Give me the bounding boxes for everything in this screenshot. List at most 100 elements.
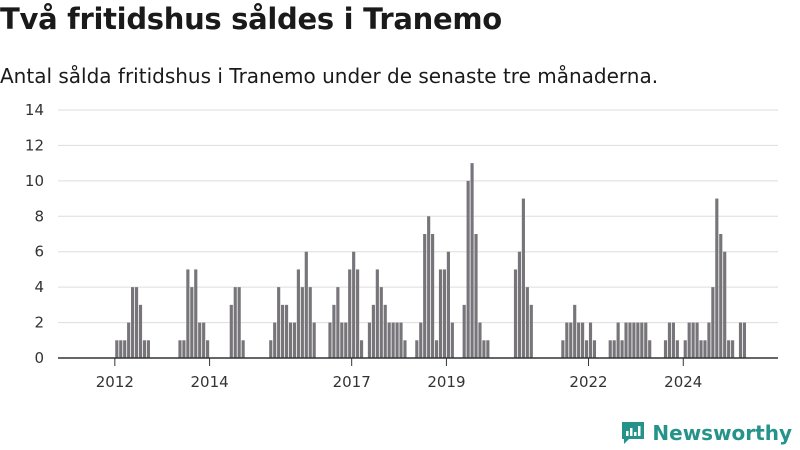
bar [146, 340, 150, 358]
newsworthy-logo-icon [622, 422, 645, 444]
bar [462, 304, 466, 358]
bar [127, 322, 131, 358]
bar [731, 340, 735, 358]
bar [241, 340, 245, 358]
bar [190, 287, 194, 358]
bar [142, 340, 147, 358]
bar [521, 198, 525, 358]
bar [608, 340, 612, 358]
bar [115, 340, 119, 358]
y-tick-label: 10 [25, 172, 44, 190]
bar [738, 322, 743, 358]
x-tick-label: 2012 [96, 373, 134, 391]
bar [284, 304, 289, 358]
bar [699, 340, 703, 358]
x-tick-label: 2022 [569, 373, 607, 391]
bar [616, 322, 620, 358]
bar [281, 304, 285, 358]
bar [431, 234, 435, 358]
bar [450, 322, 454, 358]
bar [194, 269, 198, 358]
bar [419, 322, 423, 358]
chart-subtitle: Antal sålda fritidshus i Tranemo under d… [0, 64, 659, 88]
bar [348, 269, 352, 358]
bar [304, 251, 308, 358]
y-tick-label: 6 [34, 243, 44, 261]
bar [667, 322, 672, 358]
bar [711, 287, 715, 358]
bar [486, 340, 490, 358]
bar [233, 287, 237, 358]
bar [517, 251, 522, 358]
y-tick-label: 4 [34, 278, 44, 296]
bar [138, 304, 143, 358]
bar [636, 322, 640, 358]
bar [237, 287, 241, 358]
bar [206, 340, 210, 358]
bar [296, 269, 300, 358]
bar [438, 269, 443, 358]
x-tick-label: 2024 [664, 373, 702, 391]
bar [565, 322, 569, 358]
bar [340, 322, 344, 358]
bar [415, 340, 419, 358]
bar [671, 322, 675, 358]
bar [588, 322, 593, 358]
bar [644, 322, 648, 358]
bar [371, 304, 375, 358]
bar [186, 269, 190, 358]
bar [691, 322, 695, 358]
bar [229, 304, 233, 358]
x-tick-label: 2019 [427, 373, 465, 391]
bar [328, 322, 332, 358]
bar [332, 304, 336, 358]
bar [269, 340, 273, 358]
bar [391, 322, 395, 358]
bar [640, 322, 644, 358]
bar [292, 322, 297, 358]
bar [573, 304, 577, 358]
bar [134, 287, 139, 358]
bar [513, 269, 518, 358]
bar [427, 216, 431, 358]
newsworthy-brand[interactable]: Newsworthy [620, 420, 792, 446]
bar [434, 340, 439, 358]
bar [123, 340, 127, 358]
bar [624, 322, 628, 358]
bar [478, 322, 482, 358]
bar [367, 322, 372, 358]
bar [707, 322, 711, 358]
y-tick-label: 14 [25, 101, 44, 119]
bar [663, 340, 668, 358]
bar [198, 322, 202, 358]
bar [383, 304, 387, 358]
bar [529, 304, 533, 358]
bar [569, 322, 573, 358]
bar [620, 340, 624, 358]
bar [695, 322, 699, 358]
bar [336, 287, 340, 358]
bar [446, 251, 450, 358]
bar [612, 340, 616, 358]
bar [683, 340, 687, 358]
bar [300, 287, 304, 358]
bar [312, 322, 316, 358]
bar [482, 340, 486, 358]
bar [399, 322, 403, 358]
y-tick-label: 12 [25, 136, 44, 154]
bar [182, 340, 186, 358]
bar [352, 251, 356, 358]
bar [703, 340, 707, 358]
bar [723, 251, 727, 358]
bar [344, 322, 348, 358]
bar [308, 287, 312, 358]
bar [525, 287, 529, 358]
bar [648, 340, 652, 358]
bar [584, 340, 589, 358]
bar [719, 234, 723, 358]
bar [474, 234, 478, 358]
bar [178, 340, 182, 358]
bar [375, 269, 379, 358]
bar [632, 322, 636, 358]
bar [466, 180, 470, 358]
